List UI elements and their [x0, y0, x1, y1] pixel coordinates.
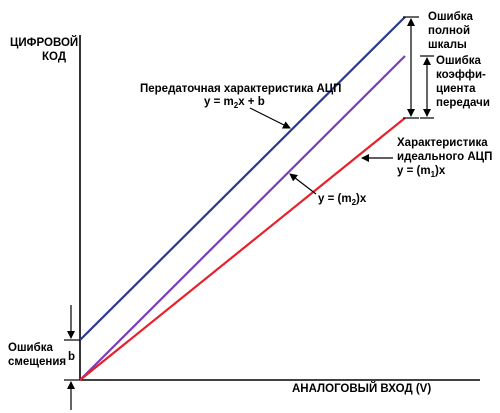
gain-only-line [79, 55, 406, 381]
ideal-label-line2: идеального АЦП [397, 151, 492, 163]
offset-symbol: b [68, 351, 75, 363]
ideal-adc-line [79, 117, 406, 381]
y-axis-label-line2: КОД [42, 51, 66, 63]
ideal-label-line1: Характеристика [397, 137, 488, 149]
adc-characteristic-label: Передаточная характеристика АЦП [140, 83, 341, 95]
y-axis-label-line1: ЦИФРОВОЙ [10, 36, 78, 49]
x-axis-label: АНАЛОГОВЫЙ ВХОД (V) [292, 382, 431, 395]
gain-line-arrow [289, 173, 317, 195]
adc-transfer-line [79, 16, 406, 341]
ideal-equation: y = (m1)x [397, 165, 446, 179]
offset-error-line2: смещения [8, 356, 66, 368]
gain-line-equation: y = (m2)x [318, 193, 367, 207]
full-scale-error-line3: шкалы [428, 39, 467, 51]
adc-label-arrow [249, 107, 291, 129]
full-scale-error-line1: Ошибка [428, 11, 473, 23]
gain-error-line4: передачи [436, 97, 490, 109]
gain-error-line1: Ошибка [436, 55, 481, 67]
gain-error-line2: коэффи- [436, 69, 486, 81]
full-scale-error-line2: полной [428, 25, 470, 37]
gain-error-line3: циента [436, 83, 476, 95]
adc-equation: y = m2x + b [204, 96, 265, 110]
offset-error-line1: Ошибка [8, 342, 53, 354]
